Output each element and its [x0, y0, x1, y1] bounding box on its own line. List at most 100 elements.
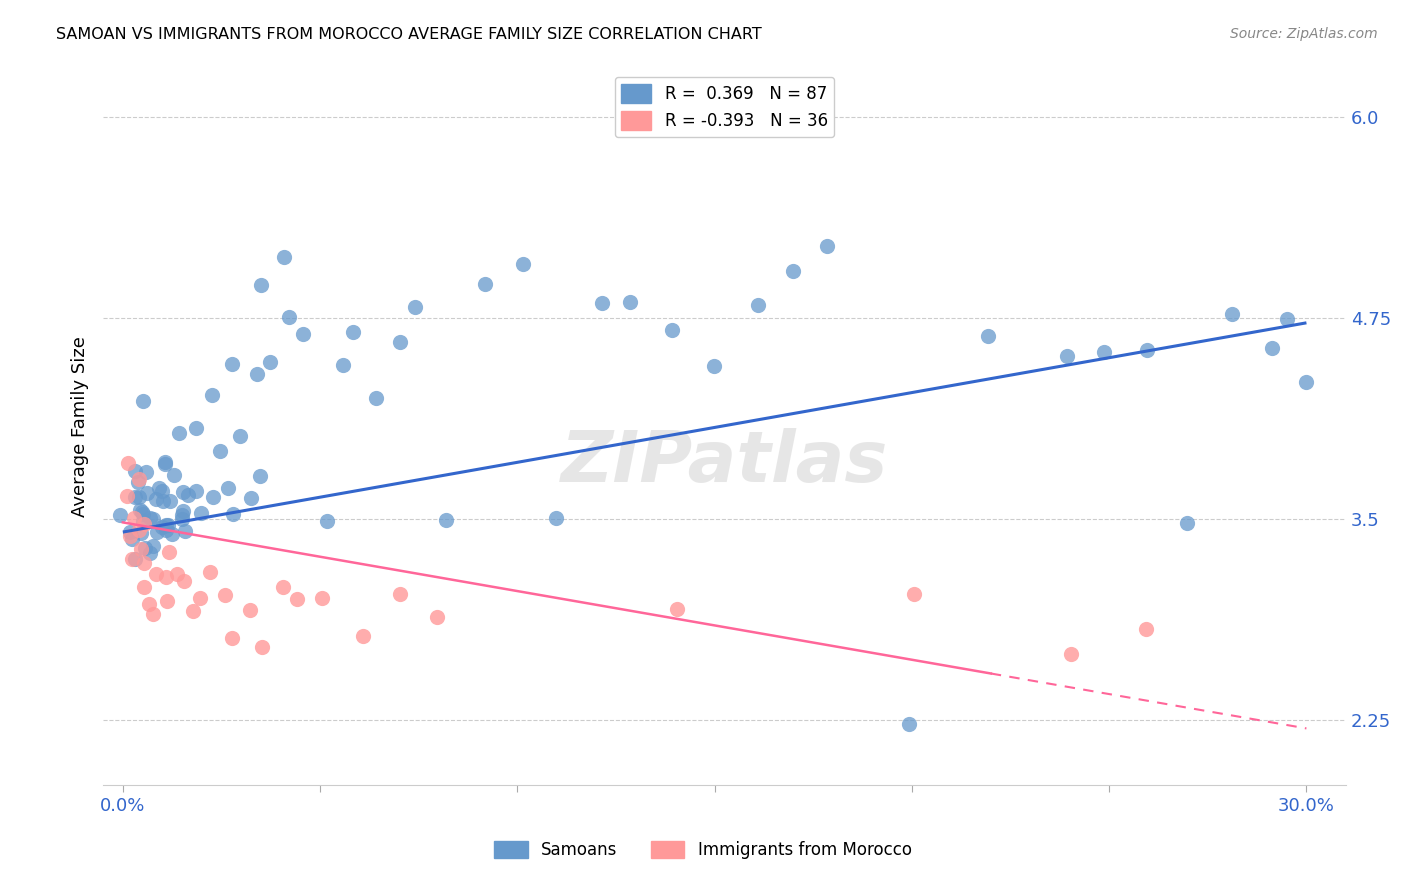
Point — [903, 587, 925, 601]
Text: Source: ZipAtlas.com: Source: ZipAtlas.com — [1230, 27, 1378, 41]
Point — [619, 295, 641, 310]
Point — [352, 629, 374, 643]
Point — [782, 264, 804, 278]
Point — [239, 603, 262, 617]
Point — [1092, 345, 1115, 359]
Point — [160, 527, 183, 541]
Point — [118, 525, 141, 540]
Point — [122, 510, 145, 524]
Point — [183, 604, 205, 618]
Text: SAMOAN VS IMMIGRANTS FROM MOROCCO AVERAGE FAMILY SIZE CORRELATION CHART: SAMOAN VS IMMIGRANTS FROM MOROCCO AVERAG… — [56, 27, 762, 42]
Point — [222, 507, 245, 521]
Point — [1275, 312, 1298, 326]
Point — [229, 429, 252, 443]
Point — [512, 257, 534, 271]
Point — [249, 469, 271, 483]
Point — [142, 607, 165, 622]
Point — [202, 490, 225, 504]
Point — [246, 367, 269, 381]
Point — [124, 551, 146, 566]
Point — [124, 490, 146, 504]
Point — [138, 597, 160, 611]
Point — [747, 298, 769, 312]
Point — [1295, 375, 1317, 389]
Point — [214, 588, 236, 602]
Point — [145, 491, 167, 506]
Point — [155, 518, 177, 533]
Point — [1056, 350, 1078, 364]
Point — [198, 565, 221, 579]
Point — [250, 640, 273, 654]
Point — [108, 508, 131, 522]
Point — [591, 296, 613, 310]
Point — [128, 472, 150, 486]
Point — [217, 481, 239, 495]
Point — [172, 485, 194, 500]
Point — [142, 539, 165, 553]
Point — [311, 591, 333, 605]
Point — [1260, 341, 1282, 355]
Point — [250, 278, 273, 293]
Point — [156, 593, 179, 607]
Point — [163, 468, 186, 483]
Point — [388, 587, 411, 601]
Point — [221, 357, 243, 371]
Point — [139, 546, 162, 560]
Point — [127, 475, 149, 490]
Point — [173, 574, 195, 588]
Point — [128, 490, 150, 504]
Point — [174, 524, 197, 538]
Point — [898, 717, 921, 731]
Point — [118, 529, 141, 543]
Point — [273, 250, 295, 264]
Point — [1060, 648, 1083, 662]
Point — [176, 488, 198, 502]
Point — [977, 329, 1000, 343]
Point — [132, 517, 155, 532]
Point — [221, 631, 243, 645]
Point — [150, 484, 173, 499]
Point — [240, 491, 263, 505]
Point — [278, 310, 301, 325]
Text: ZIPatlas: ZIPatlas — [561, 428, 889, 497]
Point — [148, 481, 170, 495]
Point — [131, 505, 153, 519]
Point — [546, 510, 568, 524]
Point — [157, 518, 180, 533]
Point — [129, 525, 152, 540]
Point — [124, 464, 146, 478]
Point — [434, 513, 457, 527]
Point — [426, 610, 449, 624]
Point — [815, 239, 838, 253]
Point — [366, 391, 388, 405]
Point — [131, 508, 153, 522]
Point — [117, 456, 139, 470]
Point — [1136, 343, 1159, 357]
Point — [153, 455, 176, 469]
Point — [155, 523, 177, 537]
Point — [121, 532, 143, 546]
Point — [184, 421, 207, 435]
Point — [152, 494, 174, 508]
Legend: R =  0.369   N = 87, R = -0.393   N = 36: R = 0.369 N = 87, R = -0.393 N = 36 — [614, 77, 834, 137]
Point — [135, 465, 157, 479]
Point — [389, 334, 412, 349]
Point — [136, 485, 159, 500]
Point — [1220, 306, 1243, 320]
Point — [172, 503, 194, 517]
Point — [166, 566, 188, 581]
Point — [155, 570, 177, 584]
Point — [188, 591, 211, 605]
Point — [172, 508, 194, 522]
Point — [138, 510, 160, 524]
Legend: Samoans, Immigrants from Morocco: Samoans, Immigrants from Morocco — [488, 834, 918, 866]
Point — [172, 511, 194, 525]
Point — [703, 359, 725, 373]
Point — [132, 515, 155, 529]
Point — [332, 358, 354, 372]
Point — [190, 506, 212, 520]
Point — [157, 545, 180, 559]
Point — [474, 277, 496, 291]
Point — [259, 355, 281, 369]
Point — [186, 483, 208, 498]
